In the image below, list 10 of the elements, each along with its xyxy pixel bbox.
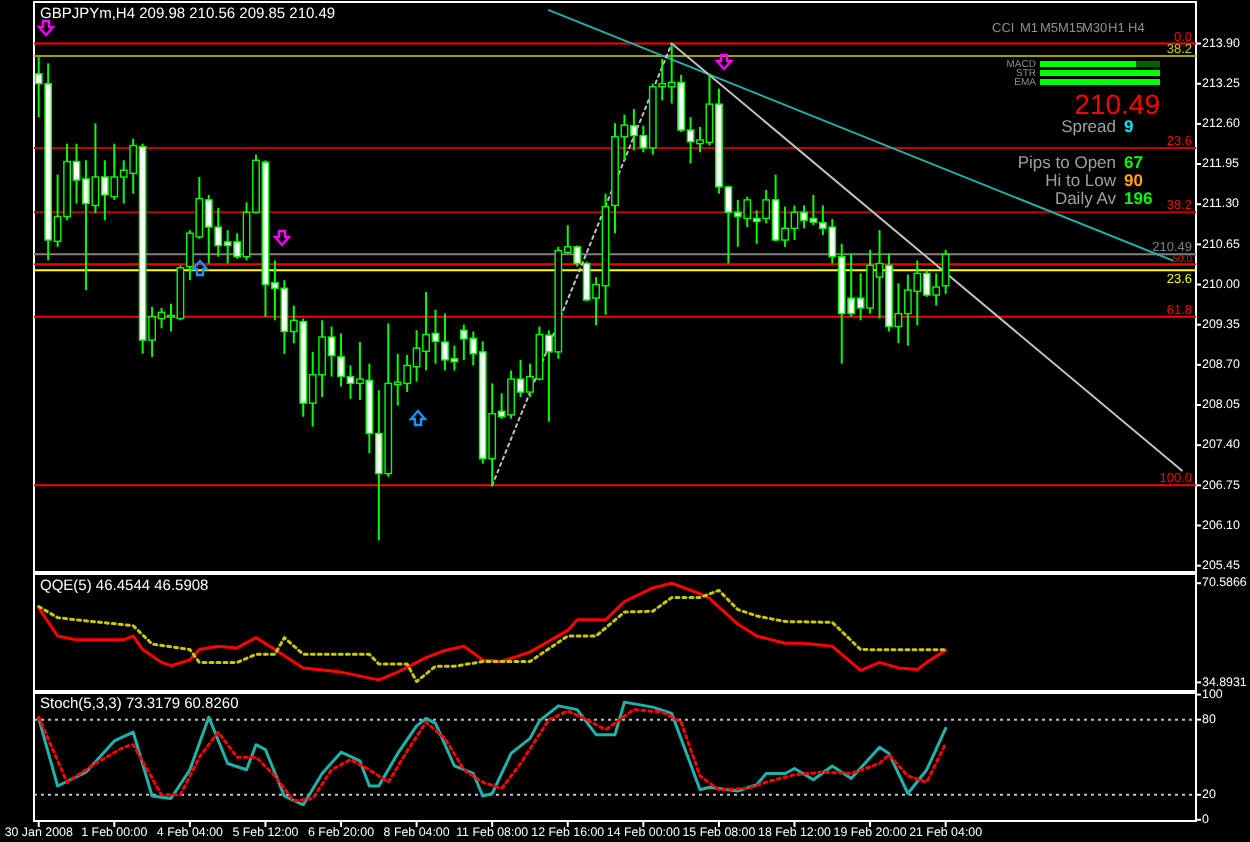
annotation: 67 — [1124, 152, 1144, 172]
annotation: 210.49 — [1074, 88, 1161, 120]
annotation: Spread — [1061, 116, 1117, 136]
annotation: Hi to Low — [1045, 170, 1118, 190]
candlestick — [941, 248, 950, 295]
annotation: 9 — [1124, 116, 1134, 136]
annotation: 196 — [1124, 188, 1153, 208]
annotation: 90 — [1124, 170, 1144, 190]
annotation: Pips to Open — [1017, 152, 1117, 172]
annotation: Daily Av — [1054, 188, 1118, 208]
